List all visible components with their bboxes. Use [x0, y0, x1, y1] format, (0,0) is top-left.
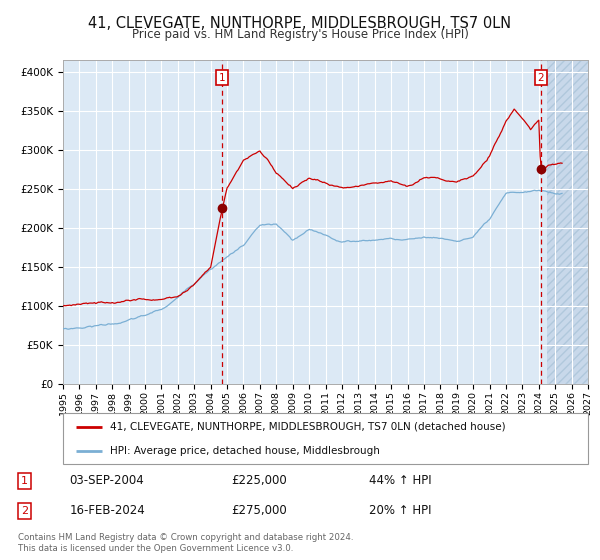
Text: £275,000: £275,000 — [231, 505, 287, 517]
Text: Contains HM Land Registry data © Crown copyright and database right 2024.
This d: Contains HM Land Registry data © Crown c… — [18, 533, 353, 553]
Text: £225,000: £225,000 — [231, 474, 287, 487]
Text: 16-FEB-2024: 16-FEB-2024 — [70, 505, 145, 517]
Text: 20% ↑ HPI: 20% ↑ HPI — [369, 505, 431, 517]
Text: HPI: Average price, detached house, Middlesbrough: HPI: Average price, detached house, Midd… — [110, 446, 380, 456]
Text: 2: 2 — [21, 506, 28, 516]
Text: 1: 1 — [21, 476, 28, 486]
FancyBboxPatch shape — [63, 413, 588, 464]
Text: 03-SEP-2004: 03-SEP-2004 — [70, 474, 145, 487]
Text: 44% ↑ HPI: 44% ↑ HPI — [369, 474, 432, 487]
Text: 41, CLEVEGATE, NUNTHORPE, MIDDLESBROUGH, TS7 0LN: 41, CLEVEGATE, NUNTHORPE, MIDDLESBROUGH,… — [88, 16, 512, 31]
Text: 41, CLEVEGATE, NUNTHORPE, MIDDLESBROUGH, TS7 0LN (detached house): 41, CLEVEGATE, NUNTHORPE, MIDDLESBROUGH,… — [110, 422, 506, 432]
Text: 2: 2 — [538, 73, 544, 83]
Text: Price paid vs. HM Land Registry's House Price Index (HPI): Price paid vs. HM Land Registry's House … — [131, 28, 469, 41]
Text: 1: 1 — [218, 73, 225, 83]
Bar — [547, 60, 588, 384]
